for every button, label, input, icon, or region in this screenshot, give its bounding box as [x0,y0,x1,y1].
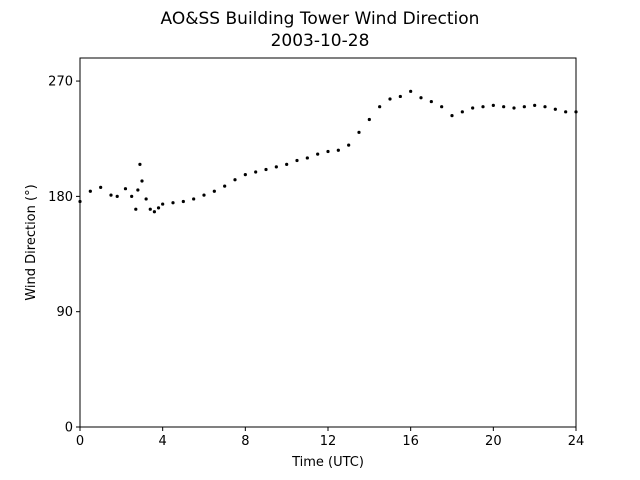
data-point [254,170,258,174]
data-point [192,197,196,201]
data-point [491,103,495,108]
data-point [88,189,92,193]
data-point [233,178,237,182]
data-point [543,105,547,109]
x-tick-label: 8 [241,434,249,449]
chart-subtitle: 2003-10-28 [271,31,370,51]
data-point [285,162,289,166]
data-point [336,148,340,152]
data-point [134,207,138,211]
data-point [553,107,557,111]
chart-title: AO&SS Building Tower Wind Direction [161,9,480,29]
data-point [357,130,361,134]
data-point [181,199,185,204]
data-point [378,105,382,109]
data-point [440,105,444,109]
x-tick-label: 20 [485,434,502,449]
data-point [148,207,152,211]
data-point [212,189,216,193]
axis-ticks: 0 4 8 12 16 20 24 0 90 180 270 [48,75,584,449]
x-tick-label: 12 [320,434,337,449]
data-point [533,103,537,108]
data-point [295,158,299,163]
data-point [152,210,156,214]
data-point [264,167,268,172]
data-point [347,143,351,147]
data-point [502,105,506,109]
data-point [156,206,161,210]
x-tick-label: 4 [159,434,167,449]
data-point [243,172,247,177]
data-point [202,193,206,197]
data-point [419,96,423,100]
data-point [367,117,371,122]
data-point [140,179,144,183]
data-point [326,149,330,154]
plot-frame [79,57,577,428]
data-point [512,106,516,110]
data-point [522,105,526,109]
x-tick-label: 0 [76,434,84,449]
data-point [305,156,309,160]
data-point [115,194,119,198]
data-point [409,89,413,93]
data-point [388,97,392,101]
y-tick-label: 270 [48,75,73,90]
x-tick-label: 24 [568,434,585,449]
data-point [130,194,134,198]
data-point [138,162,142,166]
data-point [223,184,227,188]
data-point [398,94,402,99]
data-point [471,106,475,110]
data-point [161,202,165,206]
x-axis-label: Time (UTC) [291,455,364,470]
data-point [450,114,454,118]
data-point [481,105,485,109]
data-point [274,165,278,169]
data-point [460,110,464,114]
data-point [564,110,568,114]
data-point [171,201,175,205]
y-tick-label: 0 [65,421,73,436]
y-tick-label: 180 [48,190,73,205]
y-tick-label: 90 [56,305,73,320]
data-point [316,152,320,156]
data-point [429,99,433,104]
data-point [144,197,148,201]
data-point [136,188,140,192]
data-point [123,187,128,191]
data-points [78,89,578,214]
data-point [109,193,113,197]
data-point [99,185,103,190]
x-tick-label: 16 [402,434,419,449]
y-axis-label: Wind Direction (°) [24,184,39,300]
